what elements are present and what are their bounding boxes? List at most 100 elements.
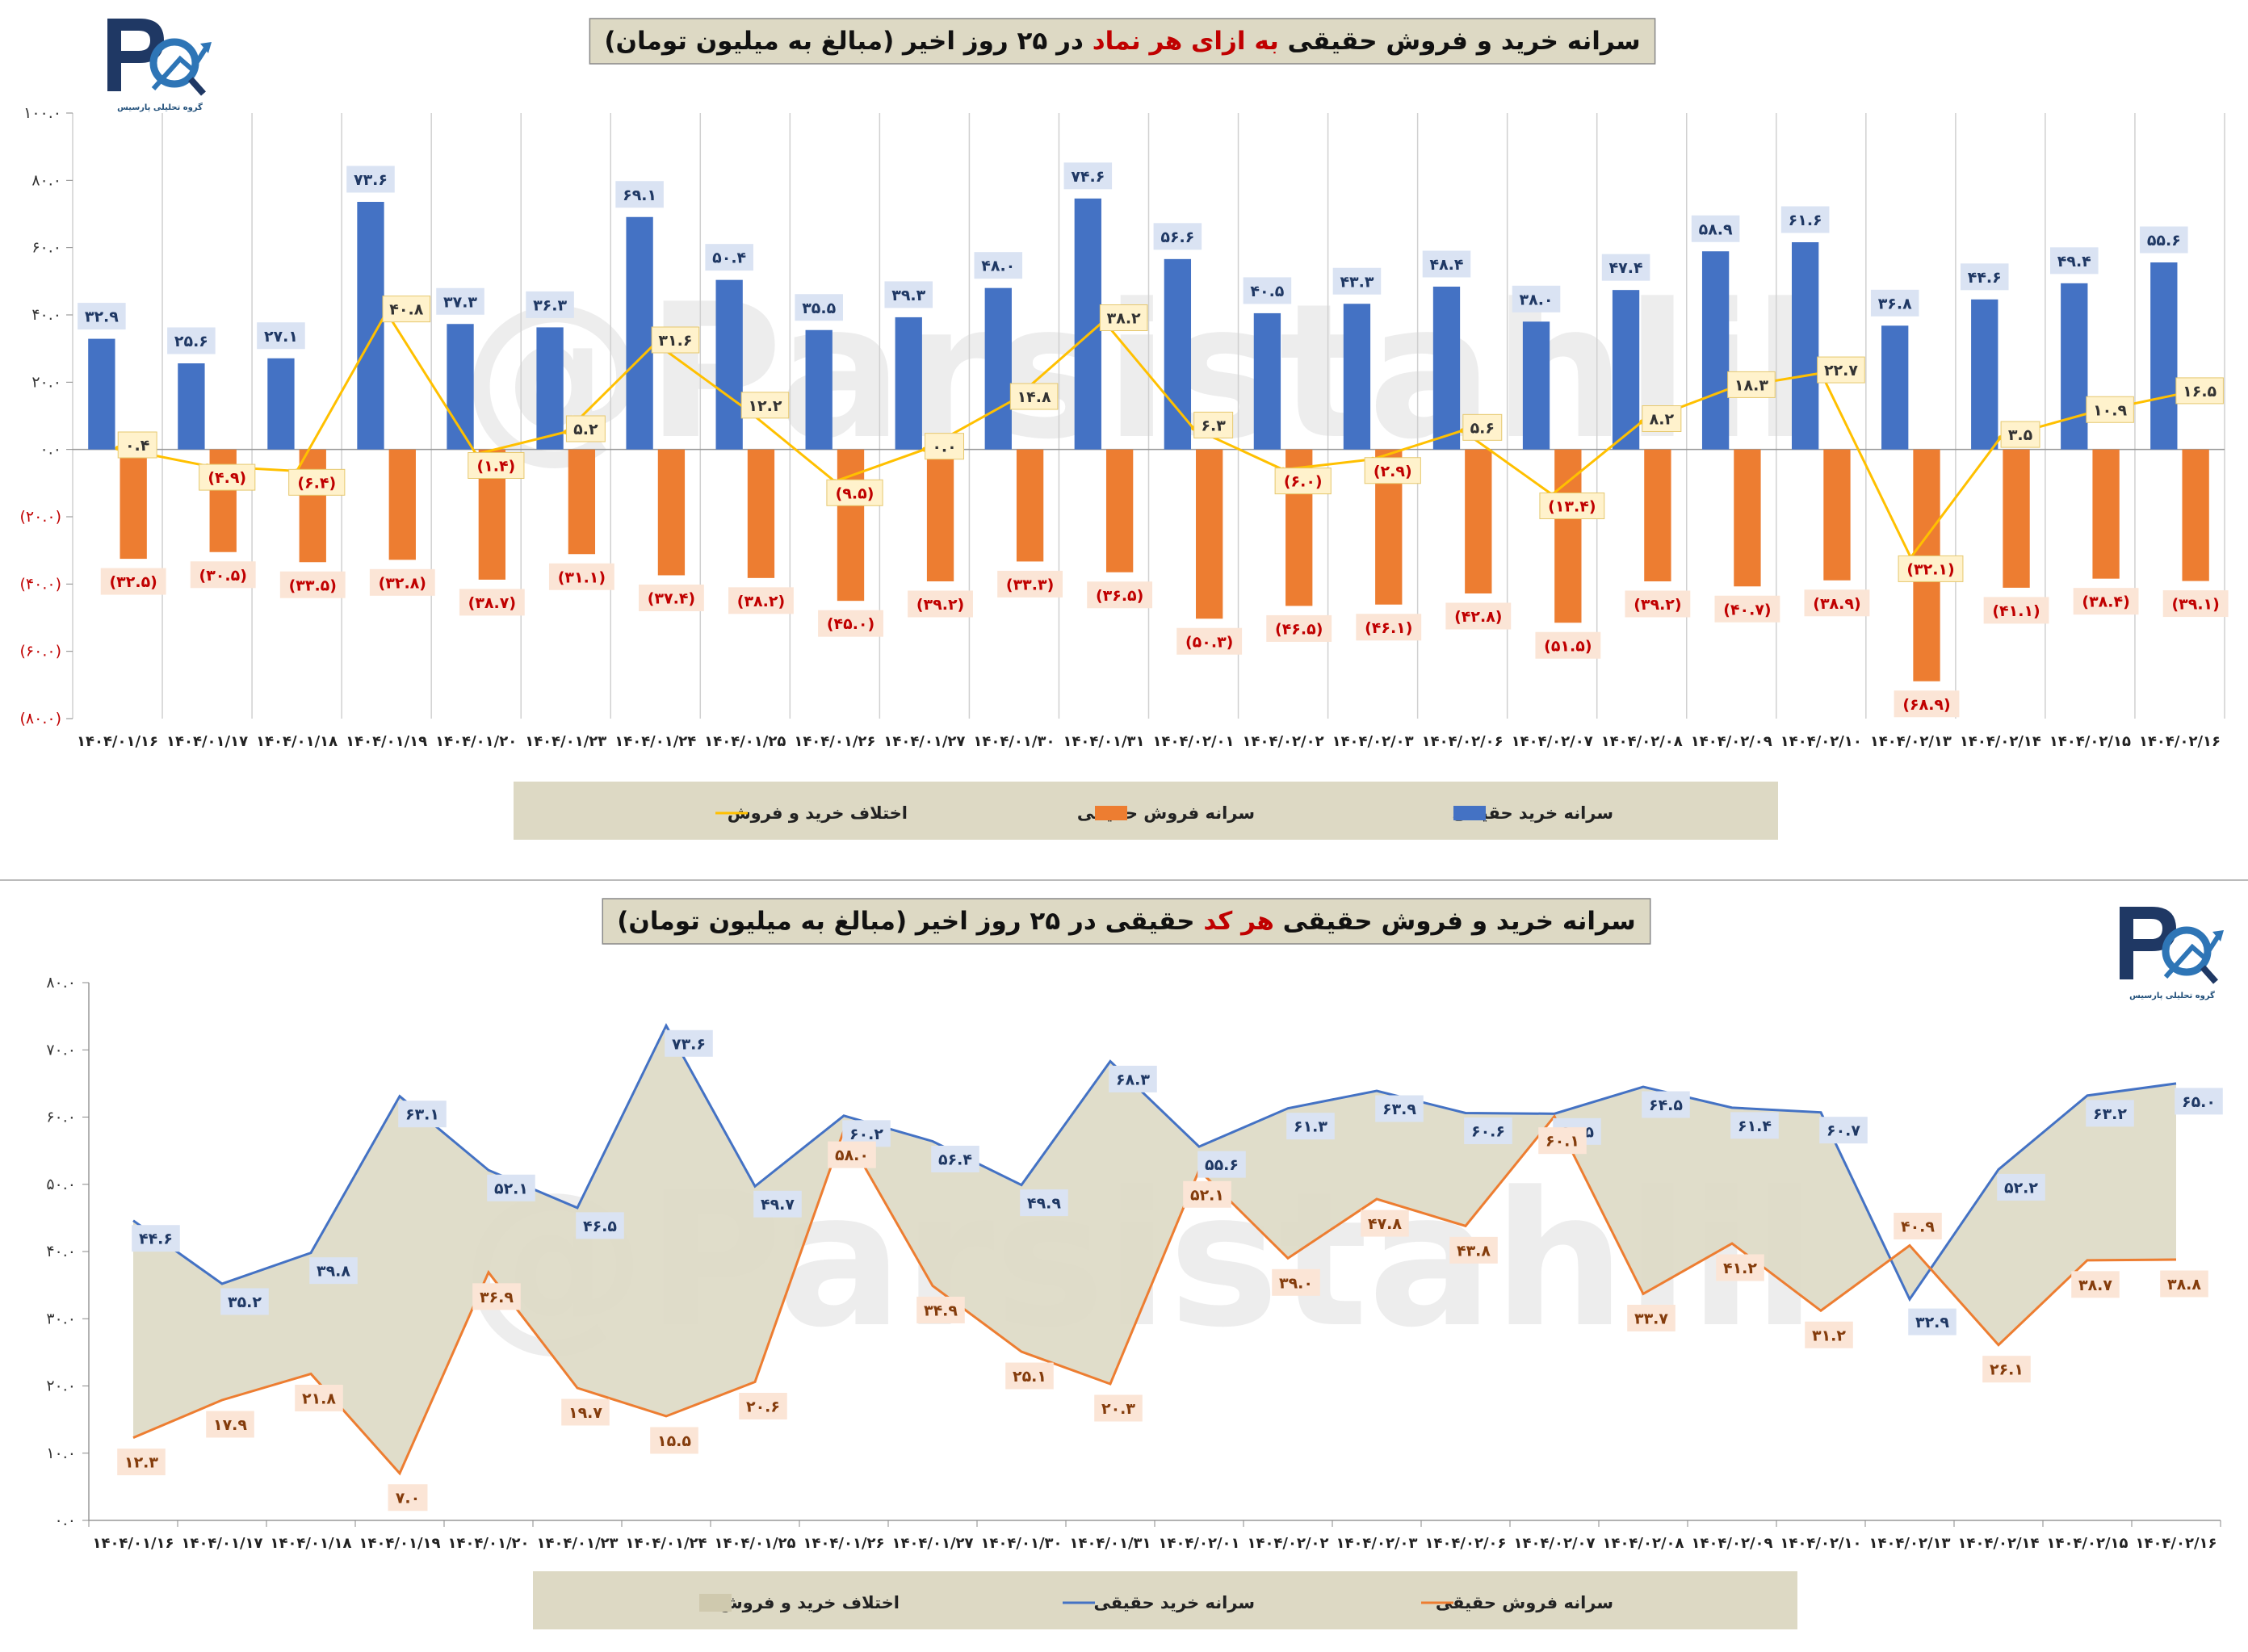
legend-label: سرانه فروش حقیقی — [1436, 1593, 1613, 1612]
sell-label: (۳۳.۳) — [1006, 576, 1054, 593]
buy-label-box — [1375, 1095, 1424, 1122]
diff-label-box — [1364, 457, 1421, 484]
sell-label-box — [997, 570, 1063, 597]
buy-line — [132, 1023, 2177, 1302]
sell-label-box — [1627, 1304, 1676, 1331]
logo-arrowhead-icon — [2212, 930, 2224, 941]
sell-bar — [1734, 449, 1761, 587]
diff-label: (۶.۴) — [297, 474, 336, 492]
diff-label: ۱۴.۸ — [1017, 388, 1051, 406]
legend-label: اختلاف خرید و فروش — [719, 1593, 900, 1612]
sell-bar — [120, 449, 147, 560]
sell-bar — [1554, 449, 1582, 623]
sell-label: (۳۲.۸) — [379, 574, 426, 592]
buy-label: ۳۲.۹ — [85, 308, 119, 326]
sell-label-box — [1183, 1180, 1231, 1208]
buy-label: ۶۴.۵ — [1649, 1096, 1683, 1114]
sell-label: ۳۱.۲ — [1812, 1327, 1846, 1344]
buy-label: ۳۹.۳ — [891, 287, 925, 304]
sell-bar — [388, 449, 416, 560]
buy-bar — [715, 279, 743, 450]
x-tick-label: ۱۴۰۴/۰۱/۳۰ — [980, 1535, 1062, 1552]
sell-label-box — [818, 610, 883, 637]
sell-bar — [1016, 449, 1044, 562]
sell-label: (۳۹.۲) — [916, 596, 964, 614]
x-tick-label: ۱۴۰۴/۰۲/۰۷ — [1513, 1535, 1595, 1552]
buy-bar — [805, 329, 833, 450]
x-tick-label: ۱۴۰۴/۰۱/۳۱ — [1063, 733, 1144, 750]
buy-bar — [88, 338, 115, 450]
chart-title-box — [589, 18, 1656, 65]
sell-label-box — [639, 585, 704, 611]
diff-label-box — [1462, 413, 1503, 441]
buy-bar — [626, 216, 653, 450]
diff-label: (۴.۹) — [208, 469, 246, 487]
sell-label-box — [2071, 1271, 2120, 1298]
sell-label-box — [728, 587, 794, 614]
sell-label-box — [1535, 631, 1601, 659]
buy-label-box — [1642, 1091, 1690, 1118]
y-tick-label: ۵۰.۰ — [46, 1176, 76, 1193]
buy-label-box — [1063, 162, 1113, 190]
buy-label-box — [1286, 1113, 1335, 1140]
buy-label: ۳۶.۸ — [1878, 295, 1912, 312]
y-tick-label: ۰.۰ — [40, 441, 61, 459]
x-tick-label: ۱۴۰۴/۰۲/۱۰ — [1780, 1535, 1861, 1552]
sell-label: (۳۹.۱) — [2171, 596, 2219, 614]
sell-bar — [2003, 449, 2030, 588]
buy-label-box — [167, 327, 216, 354]
sell-label: ۲۶.۱ — [1990, 1361, 2024, 1379]
buy-bar — [2061, 283, 2088, 450]
diff-label: ۱۰.۹ — [2093, 401, 2127, 419]
buy-label: ۶۵.۰ — [2182, 1093, 2216, 1111]
buy-label-box — [132, 1225, 180, 1252]
x-tick-label: ۱۴۰۴/۰۱/۲۶ — [803, 1535, 884, 1552]
x-tick-label: ۱۴۰۴/۰۱/۱۸ — [270, 1535, 351, 1552]
x-tick-label: ۱۴۰۴/۰۲/۱۶ — [2139, 733, 2221, 750]
x-tick-label: ۱۴۰۴/۰۲/۱۵ — [2049, 733, 2131, 750]
chart-title-box — [602, 898, 1651, 945]
y-tick-label: ۶۰.۰ — [31, 239, 61, 257]
diff-label-box — [288, 468, 346, 496]
buy-label: ۵۶.۶ — [1160, 229, 1194, 246]
buy-label: ۳۵.۵ — [802, 300, 836, 317]
buy-label: ۶۹.۱ — [623, 187, 656, 204]
buy-label-box — [2050, 247, 2099, 275]
diff-label: ۱۶.۵ — [2183, 383, 2217, 400]
x-tick-label: ۱۴۰۴/۰۱/۱۷ — [166, 733, 248, 750]
buy-label-box — [1109, 1065, 1157, 1092]
buy-label-box — [436, 287, 484, 315]
x-tick-label: ۱۴۰۴/۰۱/۲۰ — [435, 733, 517, 750]
sell-label: (۳۱.۱) — [558, 568, 606, 586]
buy-label: ۵۵.۶ — [2147, 232, 2181, 249]
sell-label-box — [1449, 1236, 1498, 1264]
x-tick-label: ۱۴۰۴/۰۲/۰۲ — [1247, 1535, 1328, 1552]
sell-label: ۵۸.۰ — [835, 1147, 869, 1164]
sell-label: ۴۰.۹ — [1901, 1218, 1935, 1236]
sell-label: ۲۰.۳ — [1101, 1400, 1135, 1418]
y-tick-label: (۲۰.۰) — [20, 508, 61, 526]
x-tick-label: ۱۴۰۴/۰۲/۰۶ — [1422, 733, 1504, 750]
diff-label: ۰.۰ — [932, 438, 956, 456]
buy-label: ۳۵.۲ — [228, 1294, 262, 1311]
buy-label-box — [576, 1212, 624, 1239]
sell-bar — [1105, 449, 1134, 572]
buy-label: ۴۸.۴ — [1429, 256, 1463, 274]
diff-label-box — [117, 431, 157, 459]
buy-label-box — [309, 1257, 358, 1285]
logo-handle-icon — [2200, 965, 2218, 984]
chart2: @Parsistahlil۸۰.۰۷۰.۰۶۰.۰۵۰.۰۴۰.۰۳۰.۰۲۰.… — [46, 974, 2223, 1629]
x-tick-label: ۱۴۰۴/۰۲/۰۳ — [1332, 733, 1414, 750]
buy-label: ۶۳.۲ — [2093, 1105, 2127, 1123]
y-tick-label: ۲۰.۰ — [46, 1377, 76, 1395]
sell-label-box — [1094, 1394, 1143, 1422]
buy-label-box — [398, 1101, 447, 1128]
x-tick-label: ۱۴۰۴/۰۱/۱۷ — [181, 1535, 262, 1552]
diff-label-box — [1539, 493, 1605, 519]
buy-label: ۳۷.۳ — [443, 293, 477, 311]
x-tick-label: ۱۴۰۴/۰۲/۰۹ — [1691, 1535, 1772, 1552]
chart1: @Parsistahlil ۱۰۰.۰ ۸۰.۰ ۶۰.۰ ۴۰.۰ ۲۰.۰ ۰.۰ (۲۰… — [20, 104, 2229, 840]
x-tick-label: ۱۴۰۴/۰۲/۰۹ — [1691, 733, 1772, 750]
logo-p-icon — [107, 19, 164, 91]
buy-bar — [1971, 299, 1998, 450]
